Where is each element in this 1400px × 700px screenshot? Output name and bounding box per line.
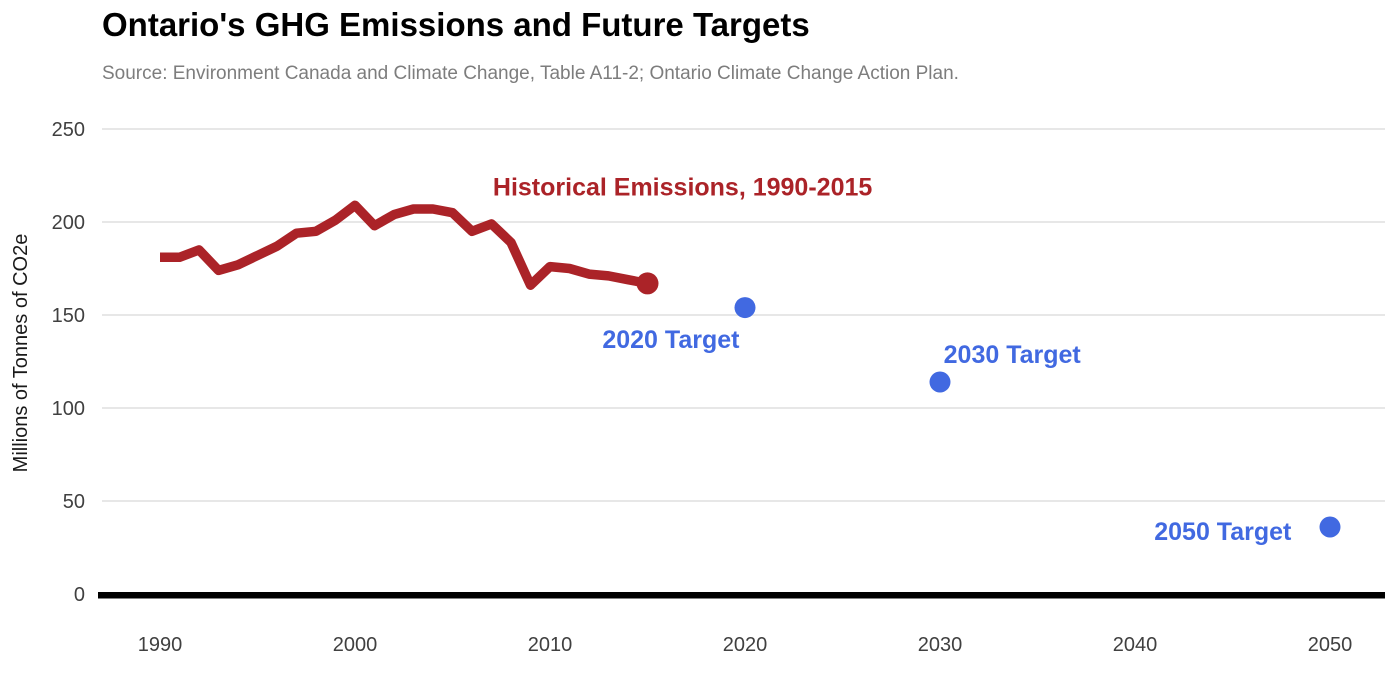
y-tick-label-50: 50 bbox=[63, 491, 85, 513]
chart-source: Source: Environment Canada and Climate C… bbox=[102, 63, 959, 84]
target-2030-label: 2030 Target bbox=[944, 341, 1082, 369]
x-axis-line bbox=[98, 592, 1385, 599]
target-2050-label: 2050 Target bbox=[1154, 518, 1292, 546]
target-point-2030 bbox=[929, 371, 951, 393]
x-tick-label-2050: 2050 bbox=[1308, 634, 1353, 656]
x-tick-label-2040: 2040 bbox=[1113, 634, 1158, 656]
y-tick-label-0: 0 bbox=[74, 584, 85, 606]
target-point-2050 bbox=[1319, 516, 1341, 538]
target-point-2020 bbox=[734, 297, 756, 319]
y-tick-label-150: 150 bbox=[52, 305, 85, 327]
y-tick-label-250: 250 bbox=[52, 119, 85, 141]
historical-emissions-line bbox=[160, 200, 649, 290]
y-tick-label-200: 200 bbox=[52, 212, 85, 234]
y-tick-label-100: 100 bbox=[52, 398, 85, 420]
target-2020-label: 2020 Target bbox=[602, 326, 740, 354]
y-axis-title: Millions of Tonnes of CO2e bbox=[10, 234, 32, 473]
x-tick-label-2030: 2030 bbox=[918, 634, 963, 656]
historical-emissions-label: Historical Emissions, 1990-2015 bbox=[493, 174, 872, 202]
x-tick-label-2010: 2010 bbox=[528, 634, 573, 656]
x-tick-label-1990: 1990 bbox=[138, 634, 183, 656]
x-tick-label-2000: 2000 bbox=[333, 634, 378, 656]
historical-end-point-2015 bbox=[636, 272, 659, 295]
x-tick-label-2020: 2020 bbox=[723, 634, 768, 656]
chart-title: Ontario's GHG Emissions and Future Targe… bbox=[102, 6, 810, 43]
